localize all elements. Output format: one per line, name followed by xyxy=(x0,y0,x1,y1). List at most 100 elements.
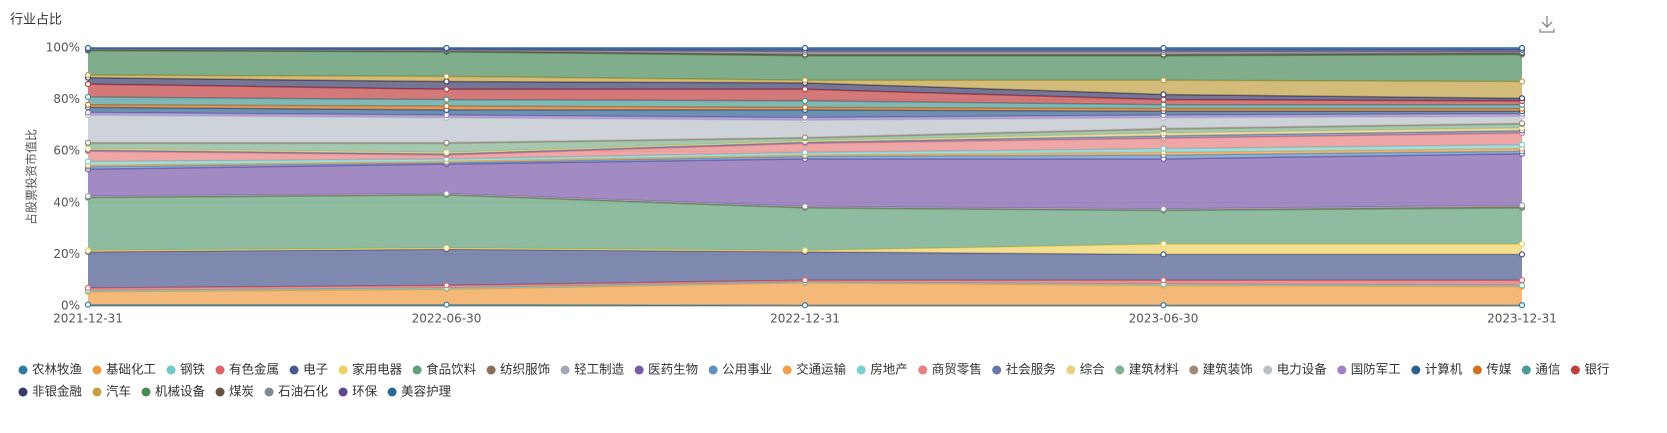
legend-item[interactable]: 银行 xyxy=(1570,362,1610,377)
data-point xyxy=(801,302,809,309)
legend-item[interactable]: 非银金融 xyxy=(18,384,83,399)
legend-item[interactable]: 房地产 xyxy=(856,362,908,377)
data-point xyxy=(1518,44,1526,52)
data-point xyxy=(443,301,450,308)
legend-item[interactable]: 轻工制造 xyxy=(560,362,625,377)
legend-marker xyxy=(18,365,28,375)
legend-label: 农林牧渔 xyxy=(32,362,82,377)
data-point xyxy=(801,134,809,141)
legend-marker xyxy=(92,365,102,375)
legend-label: 房地产 xyxy=(870,362,908,377)
legend-marker xyxy=(387,387,397,397)
legend-marker xyxy=(560,365,570,375)
data-point xyxy=(1160,91,1167,98)
download-icon[interactable] xyxy=(1539,16,1555,33)
data-point xyxy=(84,71,92,79)
legend-marker xyxy=(634,365,644,375)
legend-item[interactable]: 传媒 xyxy=(1472,362,1512,377)
legend-label: 机械设备 xyxy=(155,384,206,399)
legend-item[interactable]: 医药生物 xyxy=(634,362,699,377)
legend-item[interactable]: 环保 xyxy=(338,384,378,399)
x-tick-label: 2022-12-31 xyxy=(770,312,840,326)
legend-label: 建筑材料 xyxy=(1129,362,1180,377)
data-point xyxy=(1160,251,1167,258)
data-point xyxy=(84,301,92,308)
legend-label: 综合 xyxy=(1080,362,1106,377)
data-point xyxy=(84,139,92,146)
legend-marker xyxy=(215,387,225,397)
data-point xyxy=(443,244,450,252)
legend-item[interactable]: 有色金属 xyxy=(215,362,280,377)
data-point xyxy=(1160,302,1167,309)
legend-marker xyxy=(92,387,102,397)
data-point xyxy=(443,111,450,119)
data-point xyxy=(1518,251,1526,258)
legend-item[interactable]: 基础化工 xyxy=(92,362,157,377)
legend-item[interactable]: 电力设备 xyxy=(1263,362,1327,377)
data-point xyxy=(84,81,92,88)
y-tick-label: 80% xyxy=(53,92,80,106)
legend-marker xyxy=(1411,365,1421,375)
legend-item[interactable]: 社会服务 xyxy=(992,362,1056,377)
legend-item[interactable]: 汽车 xyxy=(92,384,132,399)
data-point xyxy=(443,149,450,156)
data-point xyxy=(1518,240,1526,248)
legend-item[interactable]: 机械设备 xyxy=(141,384,206,399)
data-point xyxy=(1160,145,1167,152)
legend-label: 家用电器 xyxy=(352,362,403,377)
data-point xyxy=(84,101,92,108)
legend-item[interactable]: 农林牧渔 xyxy=(18,362,83,377)
data-point xyxy=(1518,277,1526,284)
area xyxy=(88,115,1522,143)
legend-item[interactable]: 食品饮料 xyxy=(412,362,477,377)
legend-item[interactable]: 公用事业 xyxy=(708,362,773,377)
x-tick-label: 2022-06-30 xyxy=(412,312,482,326)
legend-item[interactable]: 家用电器 xyxy=(338,362,403,377)
data-point xyxy=(84,284,92,292)
legend-label: 计算机 xyxy=(1425,362,1463,377)
legend-item[interactable]: 建筑装饰 xyxy=(1189,362,1253,377)
legend-label: 交通运输 xyxy=(796,362,847,377)
y-tick-label: 60% xyxy=(53,144,80,158)
data-point xyxy=(1518,202,1526,209)
legend-item[interactable]: 计算机 xyxy=(1411,362,1463,377)
legend-item[interactable]: 综合 xyxy=(1066,362,1105,377)
data-point xyxy=(801,97,809,104)
legend-item[interactable]: 国防军工 xyxy=(1337,362,1401,377)
data-point xyxy=(1160,125,1167,132)
x-tick-label: 2023-12-31 xyxy=(1487,312,1557,326)
legend-item[interactable]: 建筑材料 xyxy=(1115,362,1179,377)
legend-item[interactable]: 石油石化 xyxy=(264,384,329,399)
legend-label: 社会服务 xyxy=(1006,362,1056,377)
legend-marker xyxy=(708,365,718,375)
legend-item[interactable]: 商贸零售 xyxy=(918,362,982,377)
data-point xyxy=(1518,95,1526,102)
legend-label: 有色金属 xyxy=(229,362,279,377)
legend-item[interactable]: 煤炭 xyxy=(215,384,255,399)
data-point xyxy=(1518,282,1526,289)
legend-marker xyxy=(18,387,28,397)
legend-item[interactable]: 通信 xyxy=(1521,362,1561,377)
data-point xyxy=(84,93,92,101)
legend-item[interactable]: 纺织服饰 xyxy=(486,362,551,377)
legend-marker xyxy=(992,365,1002,375)
legend-item[interactable]: 交通运输 xyxy=(782,362,847,377)
legend-item[interactable]: 电子 xyxy=(289,362,329,377)
legend-label: 公用事业 xyxy=(722,362,772,377)
data-point xyxy=(84,44,92,52)
legend-label: 钢铁 xyxy=(180,362,206,377)
data-point xyxy=(443,139,450,146)
download-button[interactable] xyxy=(1539,16,1555,33)
legend-item[interactable]: 美容护理 xyxy=(387,384,452,399)
legend-label: 汽车 xyxy=(106,384,131,399)
data-point xyxy=(1160,205,1167,213)
data-point xyxy=(1160,96,1167,103)
data-point xyxy=(801,44,809,52)
legend-label: 电子 xyxy=(303,362,328,377)
data-point xyxy=(801,149,809,156)
data-point xyxy=(443,78,450,85)
points xyxy=(84,44,1526,309)
data-point xyxy=(1160,77,1167,84)
legend-item[interactable]: 钢铁 xyxy=(166,362,206,377)
